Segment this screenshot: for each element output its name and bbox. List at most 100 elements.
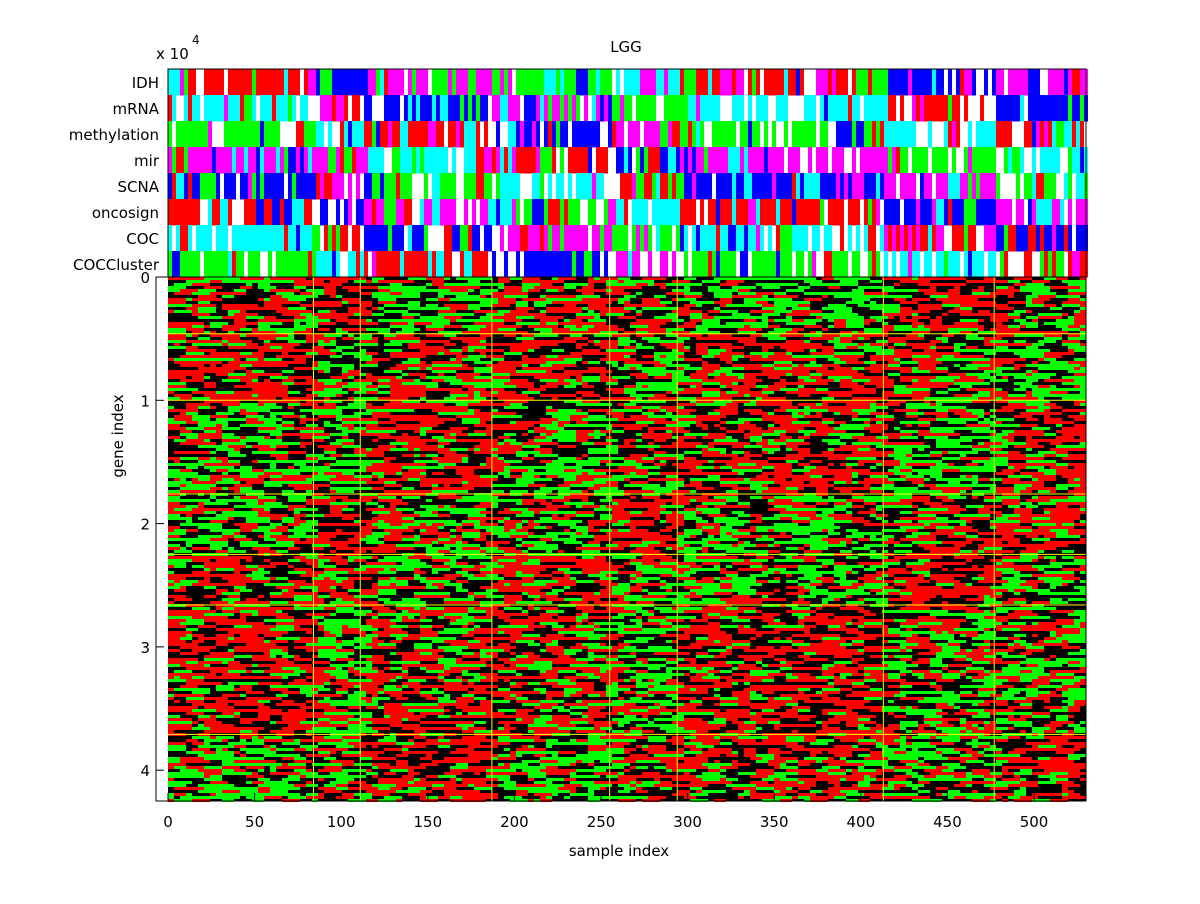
heatmap-cell — [780, 385, 786, 388]
track-cell — [472, 173, 476, 200]
heatmap-cell — [828, 355, 834, 358]
heatmap-cell — [894, 427, 900, 430]
heatmap-cell — [852, 322, 864, 325]
heatmap-cell — [342, 373, 360, 376]
heatmap-cell — [624, 457, 642, 460]
heatmap-cell — [630, 394, 648, 397]
track-cell — [724, 121, 728, 148]
track-cell — [252, 69, 256, 96]
heatmap-cell — [312, 319, 330, 322]
heatmap-cell — [204, 325, 210, 328]
heatmap-cell — [510, 448, 522, 451]
heatmap-cell — [852, 469, 864, 472]
heatmap-cell — [576, 436, 594, 439]
track-cell — [208, 251, 212, 278]
heatmap-cell — [912, 352, 924, 355]
heatmap-cell — [432, 319, 450, 322]
track-cell — [512, 95, 516, 122]
heatmap-cell — [654, 358, 672, 361]
heatmap-cell — [792, 370, 810, 373]
heatmap-cell — [960, 397, 978, 400]
heatmap-cell — [960, 313, 978, 316]
heatmap-cell — [168, 397, 180, 400]
track-cell — [1012, 95, 1016, 122]
track-cell — [860, 173, 864, 200]
heatmap-cell — [852, 418, 870, 421]
heatmap-cell — [1008, 418, 1014, 421]
heatmap-cell — [456, 367, 474, 370]
track-cell — [972, 199, 976, 226]
heatmap-cell — [624, 391, 636, 394]
heatmap-cell — [930, 340, 936, 343]
heatmap-cell — [336, 415, 342, 418]
heatmap-cell — [858, 391, 876, 394]
heatmap-cell — [348, 301, 354, 304]
heatmap-cell — [822, 430, 840, 433]
heatmap-cell — [570, 418, 582, 421]
heatmap-cell — [354, 301, 360, 304]
heatmap-cell — [390, 457, 396, 460]
track-cell — [704, 251, 708, 278]
heatmap-cell — [582, 286, 594, 289]
track-cell — [1056, 95, 1060, 122]
heatmap-cell — [918, 334, 924, 337]
heatmap-cell — [780, 361, 792, 364]
track-cell — [592, 173, 596, 200]
heatmap-cell — [444, 436, 456, 439]
track-cell — [516, 225, 520, 252]
heatmap-cell — [270, 346, 282, 349]
track-cell — [572, 121, 576, 148]
heatmap-cell — [270, 394, 288, 397]
heatmap-cell — [756, 385, 768, 388]
heatmap-cell — [456, 355, 468, 358]
heatmap-cell — [468, 289, 474, 292]
heatmap-cell — [1026, 403, 1044, 406]
heatmap-cell — [630, 367, 636, 370]
heatmap-cell — [774, 325, 780, 328]
heatmap-cell — [498, 316, 516, 319]
heatmap-cell — [912, 403, 924, 406]
heatmap-cell — [762, 304, 768, 307]
track-cell — [244, 225, 248, 252]
heatmap-cell — [972, 304, 984, 307]
heatmap-cell — [450, 364, 462, 367]
track-cell — [204, 121, 208, 148]
heatmap-cell — [480, 328, 498, 331]
track-cell — [656, 147, 660, 174]
heatmap-cell — [906, 406, 924, 409]
heatmap-cell — [816, 331, 822, 334]
heatmap-cell — [840, 280, 858, 283]
heatmap-cell — [660, 301, 672, 304]
track-cell — [732, 225, 736, 252]
track-cell — [1048, 95, 1052, 122]
track-cell — [340, 173, 344, 200]
heatmap-cell — [336, 469, 348, 472]
heatmap-cell — [306, 304, 324, 307]
track-cell — [500, 173, 504, 200]
heatmap-cell — [654, 433, 672, 436]
heatmap-cell — [900, 313, 912, 316]
heatmap-cell — [552, 325, 558, 328]
heatmap-cell — [498, 442, 504, 445]
heatmap-cell — [954, 286, 960, 289]
track-cell — [488, 69, 492, 96]
track-cell — [804, 95, 808, 122]
heatmap-cell — [258, 442, 270, 445]
heatmap-cell — [1074, 310, 1080, 313]
track-cell — [672, 121, 676, 148]
heatmap-cell — [450, 409, 468, 412]
heatmap-cell — [1068, 292, 1086, 295]
heatmap-cell — [606, 424, 612, 427]
heatmap-cell — [312, 412, 330, 415]
heatmap-cell — [300, 436, 312, 439]
track-cell — [716, 225, 720, 252]
heatmap-cell — [726, 403, 738, 406]
heatmap-cell — [228, 445, 246, 448]
track-cell — [1028, 199, 1032, 226]
heatmap-cell — [312, 391, 330, 394]
heatmap-cell — [186, 421, 198, 424]
heatmap-cell — [264, 469, 276, 472]
heatmap-cell — [732, 460, 750, 463]
heatmap-cell — [432, 379, 444, 382]
heatmap-cell — [378, 280, 384, 283]
